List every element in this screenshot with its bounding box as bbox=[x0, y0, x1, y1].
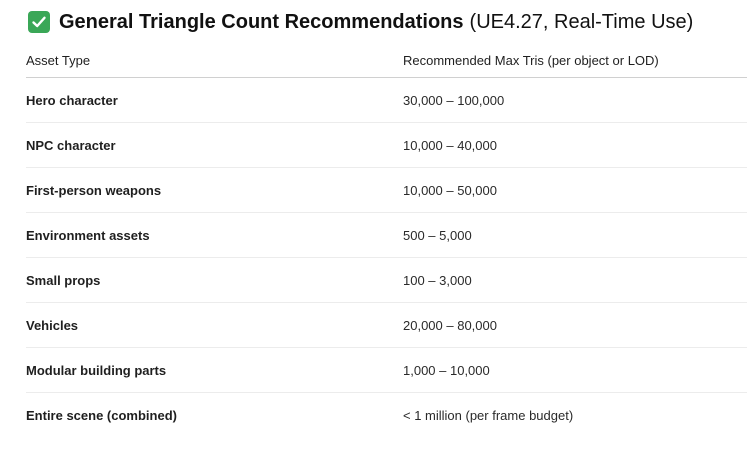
asset-type-cell: First-person weapons bbox=[26, 182, 162, 198]
table-row: Small props 100 – 3,000 bbox=[26, 258, 747, 303]
max-tris-cell: 100 – 3,000 bbox=[403, 272, 472, 288]
table-row: Entire scene (combined) < 1 million (per… bbox=[26, 393, 747, 437]
asset-type-cell: Small props bbox=[26, 272, 101, 288]
asset-type-cell: Entire scene (combined) bbox=[26, 407, 177, 423]
max-tris-cell: < 1 million (per frame budget) bbox=[403, 407, 574, 423]
triangle-count-table: Asset Type Recommended Max Tris (per obj… bbox=[26, 44, 747, 437]
max-tris-cell: 20,000 – 80,000 bbox=[403, 317, 497, 333]
max-tris-cell: 30,000 – 100,000 bbox=[403, 92, 505, 108]
table-row: Environment assets 500 – 5,000 bbox=[26, 213, 747, 258]
asset-type-cell: Modular building parts bbox=[26, 362, 167, 378]
check-mark-icon bbox=[28, 11, 50, 33]
max-tris-cell: 10,000 – 40,000 bbox=[403, 137, 497, 153]
asset-type-cell: NPC character bbox=[26, 137, 116, 153]
max-tris-cell: 10,000 – 50,000 bbox=[403, 182, 497, 198]
table-row: Vehicles 20,000 – 80,000 bbox=[26, 303, 747, 348]
table-row: Modular building parts 1,000 – 10,000 bbox=[26, 348, 747, 393]
table-row: First-person weapons 10,000 – 50,000 bbox=[26, 168, 747, 213]
column-header-asset-type: Asset Type bbox=[26, 53, 91, 68]
asset-type-cell: Environment assets bbox=[26, 227, 150, 243]
asset-type-cell: Hero character bbox=[26, 92, 118, 108]
table-header-row: Asset Type Recommended Max Tris (per obj… bbox=[26, 44, 747, 78]
page-title: General Triangle Count Recommendations bbox=[59, 10, 464, 33]
page-heading: General Triangle Count Recommendations (… bbox=[28, 8, 693, 36]
column-header-max-tris: Recommended Max Tris (per object or LOD) bbox=[403, 53, 659, 68]
max-tris-cell: 500 – 5,000 bbox=[403, 227, 472, 243]
max-tris-cell: 1,000 – 10,000 bbox=[403, 362, 490, 378]
asset-type-cell: Vehicles bbox=[26, 317, 79, 333]
table-row: NPC character 10,000 – 40,000 bbox=[26, 123, 747, 168]
page-subtitle: (UE4.27, Real-Time Use) bbox=[469, 10, 694, 33]
table-row: Hero character 30,000 – 100,000 bbox=[26, 78, 747, 123]
